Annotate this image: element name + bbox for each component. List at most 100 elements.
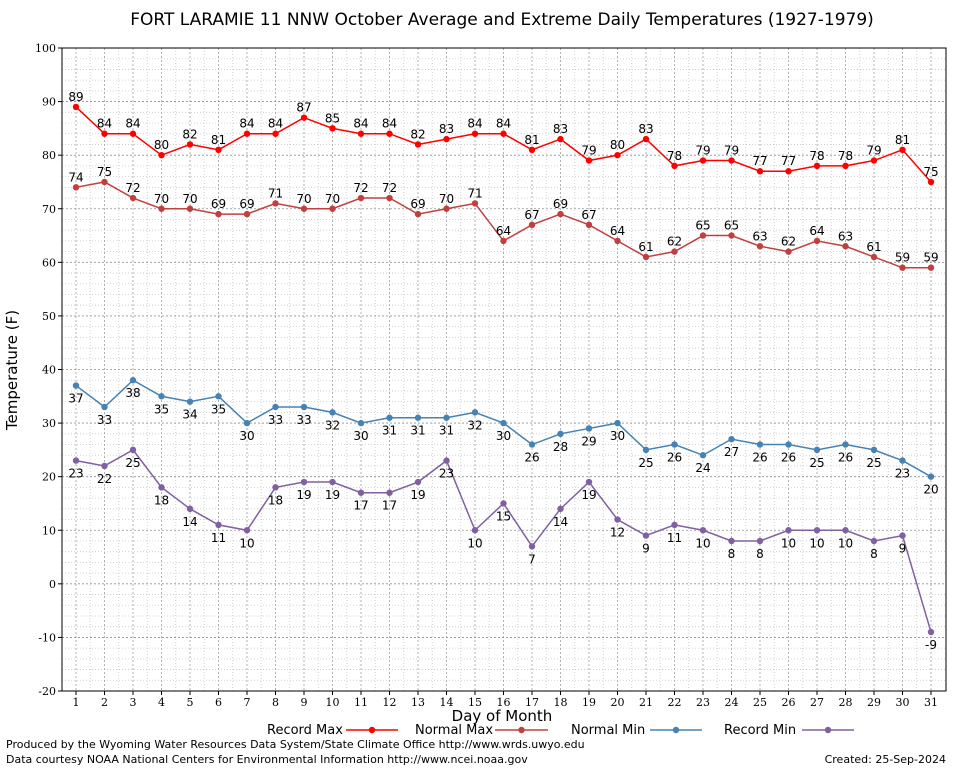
x-tick-label: 31 xyxy=(924,696,938,709)
data-label: 70 xyxy=(325,192,340,206)
x-tick-label: 22 xyxy=(668,696,682,709)
data-label: 23 xyxy=(895,467,910,481)
data-point xyxy=(500,130,507,137)
data-point xyxy=(557,210,564,218)
data-label: 64 xyxy=(496,224,511,238)
legend-label: Normal Max xyxy=(415,723,493,738)
data-label: 84 xyxy=(268,117,283,131)
data-point xyxy=(899,532,906,539)
y-tick-label: 80 xyxy=(42,149,56,162)
data-label: 31 xyxy=(382,424,397,438)
data-point xyxy=(728,435,735,443)
data-label: 67 xyxy=(581,208,596,222)
data-point xyxy=(158,393,165,400)
data-label: 83 xyxy=(553,122,568,136)
data-label: 87 xyxy=(296,101,311,115)
data-label: 33 xyxy=(97,413,112,427)
series-record-max: 89 84 84 80 82 81 84 84 87 85 84 84 82 83 84 84 81 83 79 80… xyxy=(68,90,939,186)
data-label: 25 xyxy=(866,456,881,470)
data-point xyxy=(101,462,108,470)
data-point xyxy=(471,200,479,207)
y-tick-label: 40 xyxy=(42,364,56,377)
data-point xyxy=(785,527,792,534)
data-point xyxy=(414,141,422,148)
data-point xyxy=(357,489,365,496)
data-point xyxy=(72,457,80,464)
data-point xyxy=(186,398,194,405)
data-label: 64 xyxy=(809,224,824,238)
data-point xyxy=(528,146,536,154)
data-point xyxy=(671,521,678,529)
data-point xyxy=(842,441,849,448)
data-label: 27 xyxy=(724,445,739,459)
data-label: 84 xyxy=(467,117,482,131)
data-label: 61 xyxy=(638,240,653,254)
data-point xyxy=(101,403,108,411)
x-tick-label: 3 xyxy=(130,696,137,709)
data-point xyxy=(500,419,507,427)
data-point xyxy=(699,527,707,534)
data-label: 84 xyxy=(353,117,368,131)
data-label: 69 xyxy=(239,197,254,211)
y-tick-label: 70 xyxy=(42,203,56,216)
data-label: 80 xyxy=(154,138,169,152)
data-point xyxy=(842,243,849,250)
data-label: 32 xyxy=(467,418,482,432)
data-point xyxy=(528,221,536,229)
y-tick-label: 20 xyxy=(42,471,56,484)
data-point xyxy=(129,194,137,202)
legend-item: Record Min xyxy=(724,723,854,738)
data-label: 29 xyxy=(581,434,596,448)
data-label: 10 xyxy=(781,536,796,550)
data-label: 84 xyxy=(239,117,254,131)
data-label: 11 xyxy=(211,531,226,545)
data-label: 9 xyxy=(642,542,650,556)
data-label: 30 xyxy=(239,429,254,443)
footer-data-source: Data courtesy NOAA National Centers for … xyxy=(6,753,528,766)
data-point xyxy=(500,500,507,507)
x-tick-label: 26 xyxy=(782,696,796,709)
data-point xyxy=(386,414,393,421)
data-label: 10 xyxy=(809,536,824,550)
data-point xyxy=(272,403,279,411)
data-point xyxy=(186,141,194,148)
data-point xyxy=(443,135,450,143)
data-point xyxy=(329,478,336,486)
data-point xyxy=(927,178,935,186)
data-point xyxy=(443,414,450,421)
data-point xyxy=(671,162,678,170)
data-point xyxy=(756,441,764,448)
data-point xyxy=(329,205,336,212)
data-label: 35 xyxy=(154,402,169,416)
data-label: 18 xyxy=(268,493,283,507)
data-label: 20 xyxy=(923,483,938,497)
x-tick-label: 27 xyxy=(810,696,824,709)
data-label: 10 xyxy=(239,536,254,550)
data-label: 89 xyxy=(68,90,83,104)
data-label: 81 xyxy=(895,133,910,147)
data-point xyxy=(785,441,792,448)
footer-producer: Produced by the Wyoming Water Resources … xyxy=(6,738,585,751)
data-point xyxy=(557,135,564,143)
x-tick-label: 5 xyxy=(187,696,194,709)
data-label: 72 xyxy=(125,181,140,195)
data-label: 79 xyxy=(695,144,710,158)
x-tick-label: 25 xyxy=(753,696,767,709)
data-point xyxy=(785,168,792,175)
data-point xyxy=(842,162,849,170)
data-label: 33 xyxy=(296,413,311,427)
data-point xyxy=(585,221,593,229)
data-point xyxy=(272,130,279,137)
y-axis: -20 -10 0 10 20 30 40 50 60 70 80 90 100 xyxy=(35,42,62,698)
data-point xyxy=(614,419,621,427)
data-point xyxy=(870,253,878,261)
data-point xyxy=(614,516,621,523)
data-point xyxy=(443,457,450,464)
data-label: 11 xyxy=(667,531,682,545)
data-label: 70 xyxy=(154,192,169,206)
data-point xyxy=(72,382,80,389)
data-label: 26 xyxy=(781,451,796,465)
x-tick-label: 30 xyxy=(896,696,910,709)
x-tick-label: 1 xyxy=(73,696,80,709)
data-point xyxy=(699,157,707,164)
